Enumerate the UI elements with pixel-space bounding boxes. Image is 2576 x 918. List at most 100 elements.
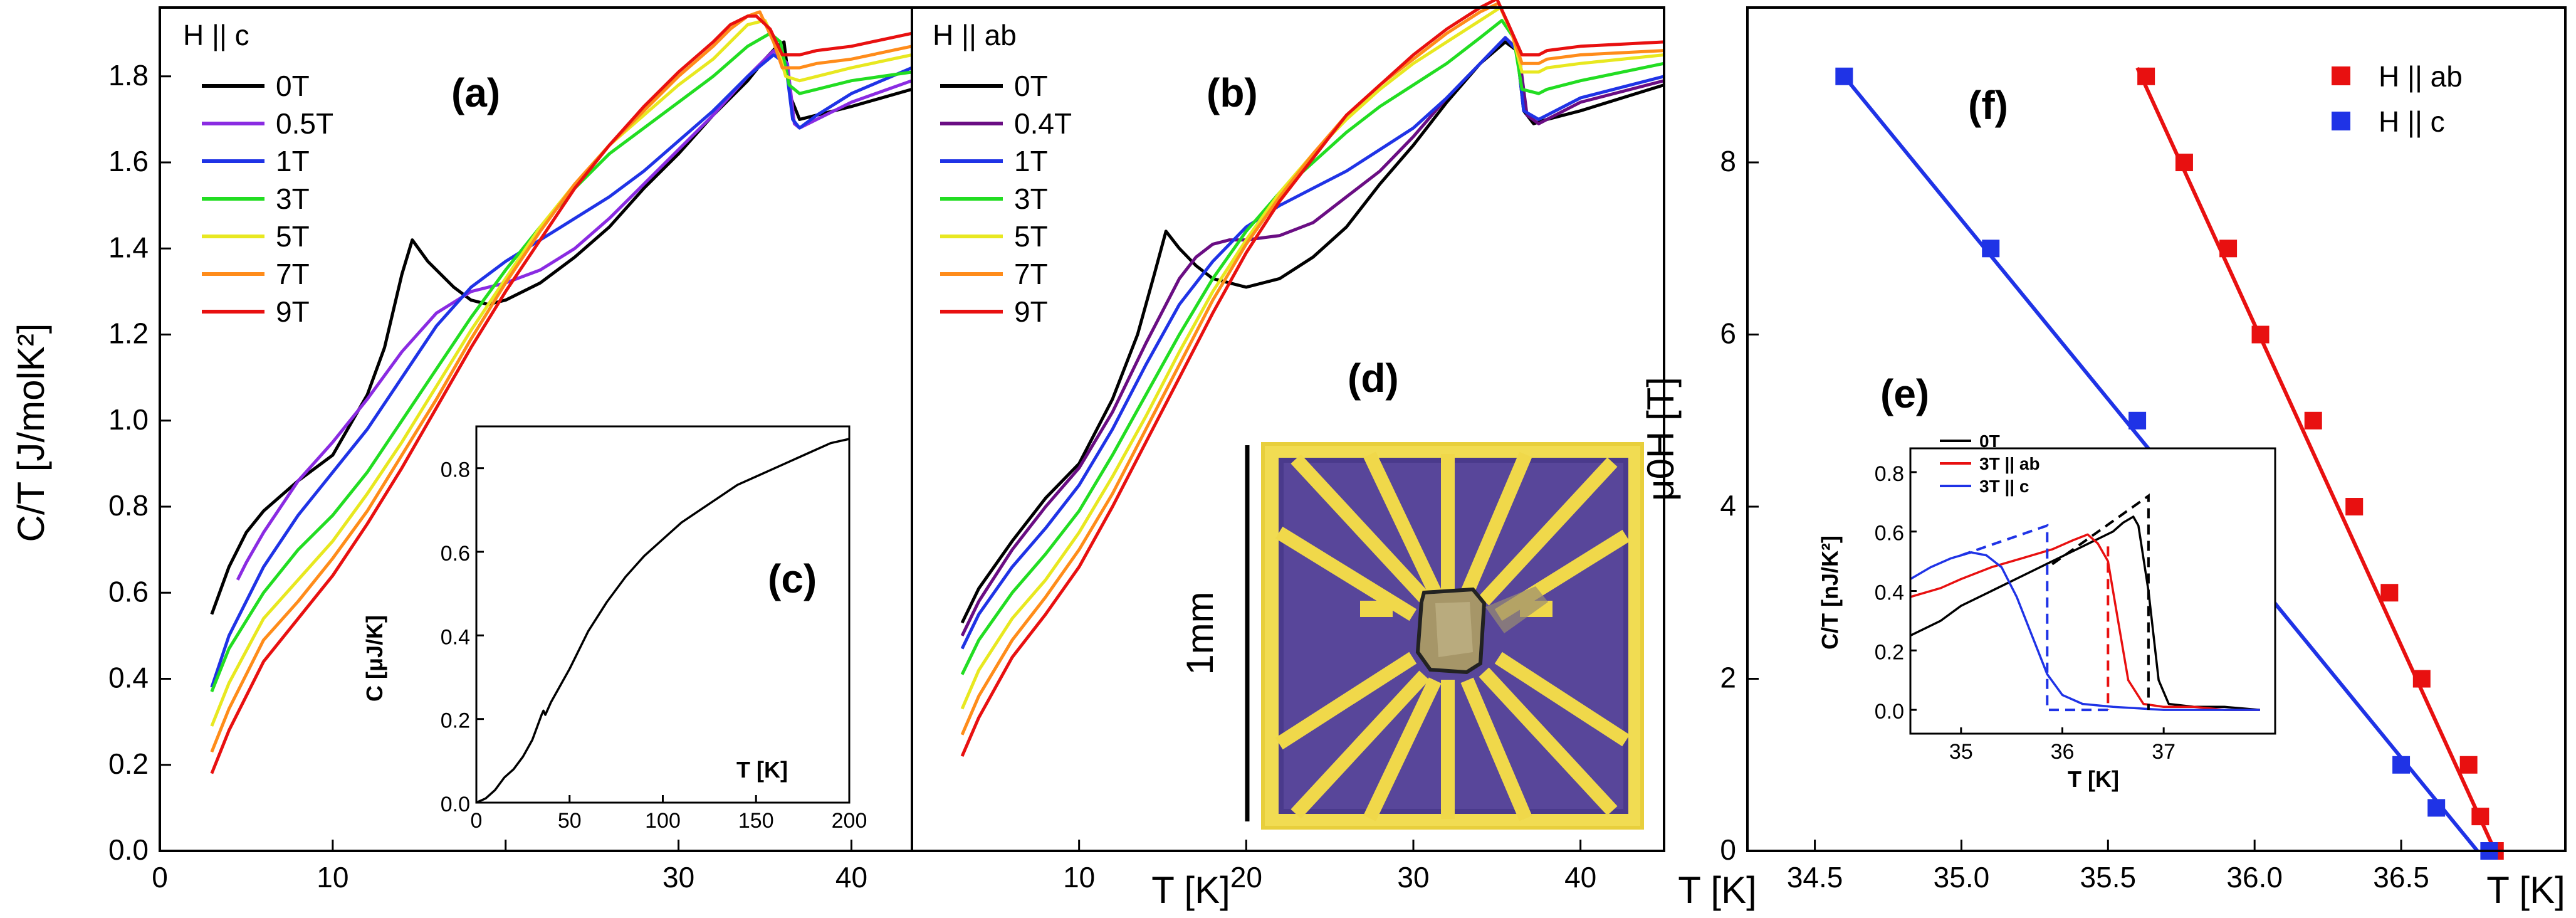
panel-b-xtick-label: 40 (1564, 861, 1596, 894)
panel-f-point (2427, 799, 2446, 817)
panel-b-frame (911, 6, 1665, 852)
panel-a-ylabel: C/T [J/molK²] (10, 324, 52, 542)
panel-b-legend-label: 0T (1014, 70, 1048, 102)
panel-e-ytick-label: 0.6 (1875, 522, 1904, 546)
panel-a-ytick-label: 0.4 (108, 662, 149, 694)
panel-e-legend: 0T 3T || ab 3T || c (1940, 431, 2040, 496)
panel-a-series-2 (210, 53, 913, 688)
panel-e-xlabel: T [K] (2068, 766, 2119, 792)
panel-e-ytick-label: 0.0 (1875, 700, 1904, 724)
panel-d-photo: (d) 1mm (1179, 356, 1644, 830)
panel-a-ytick-label: 0.8 (108, 489, 149, 522)
panel-e-guide-2 (1961, 524, 2113, 712)
panel-e-ytick-label: 0.8 (1875, 462, 1904, 486)
panel-c-xtick-label: 100 (645, 809, 681, 833)
panel-f-legend-label: H || ab (2379, 60, 2463, 93)
panel-c-ytick-label: 0.4 (441, 625, 470, 649)
panel-b-legend-label: 5T (1014, 220, 1048, 253)
panel-f-xtick-label: 35.5 (2080, 861, 2137, 894)
panel-e-legend-label: 3T || c (1979, 477, 2029, 496)
panel-d-label: (d) (1348, 356, 1399, 401)
panel-a-legend-label: 0.5T (276, 107, 333, 140)
panel-f-point (2345, 498, 2364, 516)
panel-f-point (2251, 325, 2270, 344)
panel-c-inset: 0 50 100 150 200 0.0 0.2 0.4 0.6 0.8 C [μJ/K] T … (362, 425, 867, 833)
panel-c-ytick-label: 0.6 (441, 542, 470, 566)
panel-b-legend-label: 3T (1014, 182, 1048, 215)
panel-b-legend-label: 7T (1014, 258, 1048, 290)
panel-f-xtick-label: 36.5 (2373, 861, 2429, 894)
panel-f-point (1982, 240, 2000, 258)
sample-photo (1261, 442, 1644, 830)
panel-f-legend-swatch (2332, 112, 2350, 130)
panel-f-ytick-label: 0 (1720, 833, 1736, 866)
panel-f-ytick-label: 4 (1720, 489, 1736, 522)
panel-f-frame (1746, 6, 2567, 852)
panel-f-xtick-label: 36.0 (2226, 861, 2283, 894)
panel-f-legend-label: H || c (2379, 105, 2445, 138)
panel-f-label: (f) (1968, 83, 2008, 128)
panel-f-legend-swatch (2332, 66, 2350, 85)
panel-b-legend-label: 1T (1014, 145, 1048, 177)
panel-e-ylabel: C/T [nJ/K²] (1817, 536, 1843, 650)
panel-b-legend-label: 9T (1014, 295, 1048, 328)
panel-f-ylabel: μ0H [T] (1640, 377, 1682, 501)
panel-c-ytick-label: 0.0 (441, 793, 470, 816)
panel-a-legend-label: 5T (276, 220, 310, 253)
panel-e-xtick-label: 36 (2051, 740, 2075, 764)
panel-f-point (2304, 411, 2322, 430)
panel-e-series-0 (1910, 515, 2260, 711)
panel-f-xtick-label: 35.0 (1934, 861, 1990, 894)
panel-a-series-3 (210, 31, 913, 693)
panel-f-point (2128, 411, 2147, 430)
panel-a-legend-label: 7T (276, 258, 310, 290)
panel-a-xtick-label: 10 (317, 861, 348, 894)
panel-f-point (2175, 154, 2193, 172)
panel-c-ylabel: C [μJ/K] (362, 615, 387, 702)
panel-f-point (2137, 67, 2155, 85)
panel-a-legend: 0T 0.5T 1T 3T 5T 7T 9T (202, 70, 333, 328)
panel-a-legend-title: H || c (183, 19, 249, 51)
panel-b-xtick-label: 20 (1230, 861, 1262, 894)
panel-f-point (2471, 808, 2490, 826)
panel-b-series-2 (960, 36, 1665, 650)
panel-a-xlabel: T [K] (1151, 869, 1230, 911)
panel-b-legend-label: 0.4T (1014, 107, 1072, 140)
panel-b-legend-title: H || ab (933, 19, 1017, 51)
panel-b-legend: 0T 0.4T 1T 3T 5T 7T 9T (940, 70, 1072, 328)
panel-c-xtick-label: 200 (832, 809, 867, 833)
panel-b-chart: 10 20 30 40 T [K] T [K] (b) H || ab 0T0.4T1… (911, 0, 1757, 911)
panel-e-ytick-label: 0.2 (1875, 640, 1904, 664)
panel-f-point (2459, 756, 2478, 774)
panel-b-xtick-label: 30 (1397, 861, 1429, 894)
panel-a-ytick-label: 1.2 (108, 317, 149, 350)
panel-e-xtick-label: 35 (1949, 740, 1973, 764)
panel-c-xtick-label: 150 (738, 809, 774, 833)
panel-e-label: (e) (1880, 371, 1929, 416)
panel-a-ytick-label: 0.2 (108, 747, 149, 780)
panel-c-xtick-label: 0 (471, 809, 483, 833)
panel-f-legend: H || ab H || c (2332, 60, 2463, 138)
panel-f-ytick-label: 2 (1720, 662, 1736, 694)
panel-a-series-0 (210, 40, 913, 615)
panel-b-xlabel: T [K] (1678, 869, 1757, 911)
panel-a-ytick-label: 0.0 (108, 833, 149, 866)
panel-e-ytick-label: 0.4 (1875, 581, 1904, 605)
panel-c-series-0 (476, 438, 850, 804)
scale-bar-label: 1mm (1179, 591, 1221, 675)
panel-f-point (2392, 756, 2411, 774)
panel-a-chart: 0 10 30 40 0.0 0.2 0.4 0.6 0.8 1.0 1.2 1.4 1.6 1.8 C… (10, 6, 913, 894)
panel-c-xlabel: T [K] (736, 757, 788, 783)
panel-c-label: (c) (768, 556, 817, 601)
panel-f-point (1835, 67, 1853, 85)
panel-a-ytick-label: 1.8 (108, 59, 149, 92)
panel-a-ytick-label: 1.0 (108, 403, 149, 436)
panel-a-label: (a) (451, 70, 500, 115)
panel-a-series (210, 10, 913, 774)
panel-f-xtick-label: 34.5 (1787, 861, 1843, 894)
panel-e-legend-label: 3T || ab (1979, 454, 2040, 473)
panel-a-ytick-label: 0.6 (108, 575, 149, 608)
panel-a-legend-label: 1T (276, 145, 310, 177)
panel-a-xtick-label: 40 (835, 861, 867, 894)
